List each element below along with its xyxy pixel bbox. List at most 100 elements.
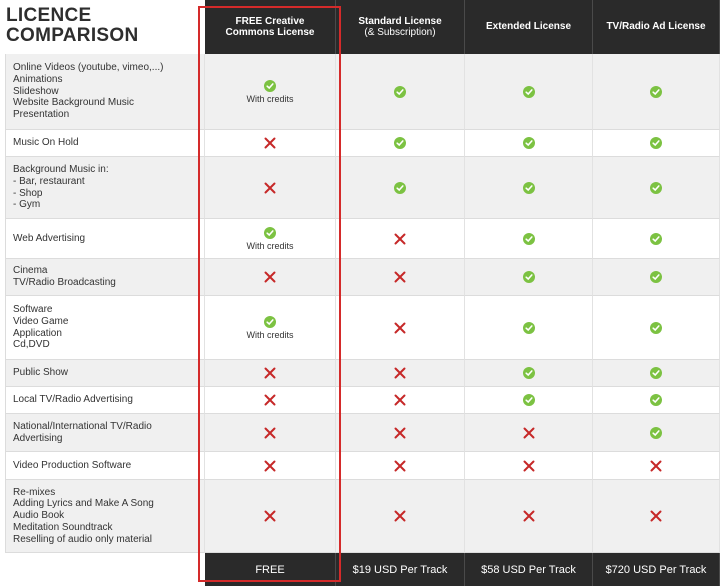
license-comparison-table: FREE Creative Commons License Standard Lic… (5, 0, 720, 586)
feature-cell: With credits (205, 219, 336, 259)
row-label: Video Production Software (5, 452, 205, 480)
feature-cell (205, 414, 336, 452)
feature-cell (465, 130, 593, 157)
check-circle-icon (522, 394, 535, 406)
feature-cell (593, 480, 720, 553)
feature-cell (465, 480, 593, 553)
label-line: Slideshow (13, 85, 59, 97)
red-cross-icon (394, 322, 406, 334)
check-circle-icon (522, 367, 535, 379)
label-line: Adding Lyrics and Make A Song (13, 498, 154, 510)
red-cross-icon (523, 427, 535, 439)
row-label: Software Video Game Application Cd,DVD (5, 296, 205, 360)
feature-cell (465, 452, 593, 480)
red-cross-icon (523, 460, 535, 472)
label-line: TV/Radio Broadcasting (13, 277, 116, 288)
red-cross-icon (264, 182, 276, 194)
label-line: Animations (13, 73, 63, 85)
red-cross-icon (394, 427, 406, 439)
price-cell: $19 USD Per Track (336, 553, 465, 586)
check-circle-icon (522, 271, 535, 283)
feature-cell (465, 387, 593, 414)
column-subtitle: Commons License (225, 27, 315, 38)
price-label: $58 USD Per Track (481, 563, 576, 576)
feature-cell (205, 130, 336, 157)
check-circle-icon (394, 181, 406, 194)
title-line: COMPARISON (6, 25, 139, 46)
column-title: TV/Radio Ad License (606, 21, 706, 33)
row-label: Music On Hold (5, 130, 205, 157)
red-cross-icon (394, 271, 406, 283)
feature-cell (593, 219, 720, 259)
feature-cell (205, 387, 336, 414)
feature-cell (593, 157, 720, 219)
feature-cell (593, 360, 720, 387)
feature-cell (336, 54, 465, 130)
row-label: National/International TV/Radio Advertisi… (5, 414, 205, 452)
feature-cell (465, 259, 593, 296)
row-label: Cinema TV/Radio Broadcasting (5, 259, 205, 296)
label-line: Application (13, 327, 62, 339)
label-line: Reselling of audio only material (13, 533, 152, 545)
label-line: National/International TV/Radio (13, 420, 152, 432)
check-circle-icon (650, 271, 662, 283)
label-line: Website Background Music (13, 97, 134, 109)
column-subtitle: (& Subscription) (364, 27, 436, 38)
red-cross-icon (394, 460, 406, 472)
label-line: Video Game (13, 315, 69, 327)
feature-cell (336, 360, 465, 387)
feature-cell (336, 296, 465, 360)
check-circle-icon (394, 137, 406, 149)
price-cell: $720 USD Per Track (593, 553, 720, 586)
check-circle-icon (264, 79, 276, 92)
footer-corner (5, 553, 205, 586)
price-label: $19 USD Per Track (352, 563, 448, 576)
check-circle-icon (650, 394, 662, 406)
column-header: TV/Radio Ad License (593, 0, 720, 54)
check-circle-icon (650, 137, 662, 149)
label-line: Online Videos (youtube, vimeo,...) (13, 62, 164, 73)
check-circle-icon (522, 137, 535, 149)
feature-cell (465, 360, 593, 387)
label-line: Audio Book (13, 510, 65, 522)
check-circle-icon (394, 85, 406, 98)
feature-cell (593, 54, 720, 130)
price-label: $720 USD Per Track (605, 563, 707, 576)
red-cross-icon (264, 271, 276, 283)
header-corner (5, 0, 205, 54)
label-line: Software (13, 303, 53, 315)
check-circle-icon (650, 85, 662, 98)
label-line: Re-mixes (13, 486, 56, 498)
feature-cell (336, 130, 465, 157)
label-line: Video Production Software (13, 459, 132, 471)
column-header: Standard License (& Subscription) (336, 0, 465, 54)
page-title: LICENCE COMPARISON (6, 6, 202, 46)
feature-cell (205, 480, 336, 553)
check-circle-icon (264, 226, 276, 239)
red-cross-icon (650, 460, 662, 472)
feature-cell: With credits (205, 296, 336, 360)
row-label: Online Videos (youtube, vimeo,...) Animat… (5, 54, 205, 130)
title-line: LICENCE (6, 5, 92, 26)
label-line: Cinema (13, 265, 48, 277)
credits-note: With credits (246, 240, 294, 251)
feature-cell (465, 414, 593, 452)
column-title: Extended License (485, 21, 572, 33)
feature-cell: With credits (205, 54, 336, 130)
check-circle-icon (650, 367, 662, 379)
check-circle-icon (264, 315, 276, 328)
row-label: Public Show (5, 360, 205, 387)
feature-cell (336, 387, 465, 414)
feature-cell (465, 296, 593, 360)
label-line: Public Show (13, 367, 69, 379)
label-line: Background Music in: (13, 163, 109, 175)
feature-cell (593, 259, 720, 296)
red-cross-icon (394, 394, 406, 406)
feature-cell (336, 219, 465, 259)
check-circle-icon (650, 321, 662, 334)
red-cross-icon (264, 394, 276, 406)
label-line: Cd,DVD (13, 339, 50, 351)
feature-cell (465, 219, 593, 259)
check-circle-icon (522, 85, 535, 98)
feature-cell (205, 452, 336, 480)
